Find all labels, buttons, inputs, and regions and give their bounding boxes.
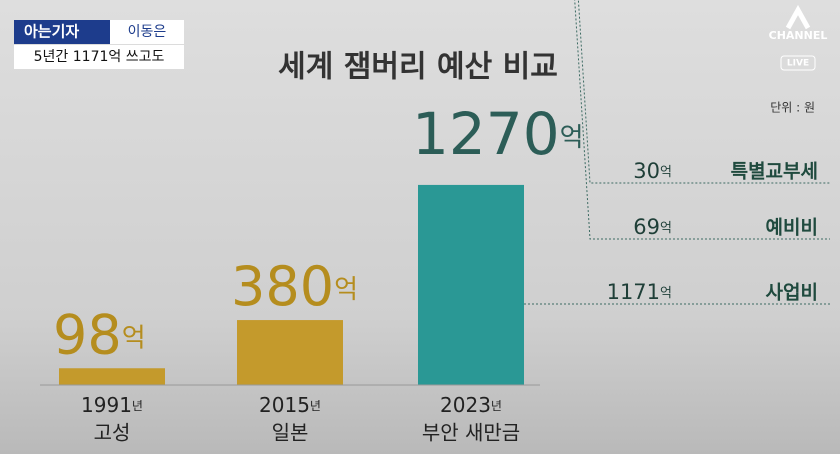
segment: 아는기자: [24, 23, 79, 41]
news-tag: 아는기자 이동은 5년간 1171억 쓰고도: [14, 20, 184, 69]
headline: 5년간 1171억 쓰고도: [34, 49, 165, 65]
bar-segment: [418, 184, 524, 385]
reporter: 이동은: [128, 24, 167, 40]
bar: [237, 320, 343, 385]
logo-mark: [785, 4, 811, 30]
bar: [59, 368, 165, 385]
value-label: 98억: [53, 303, 146, 366]
live-box: [780, 55, 816, 71]
breakdown-name: 사업비: [766, 282, 818, 304]
x-tick-label: 1991년: [81, 393, 143, 417]
logo: CHANNEL LIVE: [769, 4, 828, 71]
breakdown-value: 69억: [633, 215, 672, 239]
breakdown-value: 1171억: [607, 280, 672, 304]
connector: [574, 0, 830, 240]
x-tick-label: 2015년: [259, 393, 321, 417]
x-tick-sublabel: 고성: [94, 421, 131, 445]
live: LIVE: [787, 59, 809, 69]
x-tick-sublabel: 부안 새만금: [422, 421, 520, 445]
x-tick-label: 2023년: [440, 393, 502, 417]
headline-box: [14, 45, 184, 69]
chart-title: 세계 잼버리 예산 비교: [278, 50, 558, 85]
x-tick-sublabel: 일본: [272, 421, 309, 445]
unit-note: 단위 : 원: [770, 101, 815, 115]
value-label: 1270억: [412, 100, 584, 168]
reporter-box: [110, 20, 184, 44]
breakdown-name: 예비비: [766, 217, 818, 239]
value-label: 380억: [231, 255, 358, 318]
logo-text: CHANNEL: [769, 29, 828, 42]
breakdown-name: 특별교부세: [731, 161, 818, 183]
breakdown-value: 30억: [633, 159, 672, 183]
